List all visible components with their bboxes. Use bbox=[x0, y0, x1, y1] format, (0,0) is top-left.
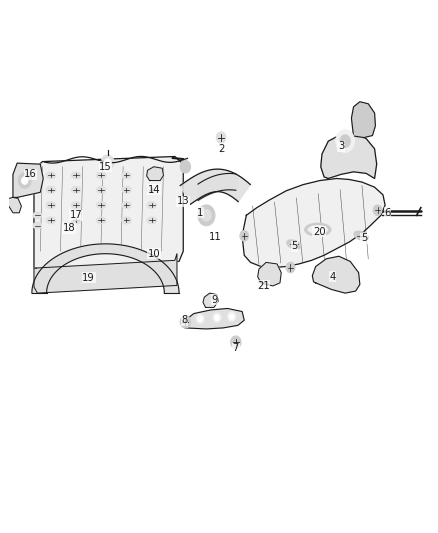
Polygon shape bbox=[13, 163, 43, 197]
Circle shape bbox=[336, 130, 354, 152]
Text: 7: 7 bbox=[233, 343, 239, 353]
Text: 16: 16 bbox=[24, 169, 37, 180]
Polygon shape bbox=[147, 167, 163, 181]
Ellipse shape bbox=[71, 217, 81, 224]
Text: 9: 9 bbox=[212, 295, 218, 305]
Ellipse shape bbox=[354, 231, 368, 240]
Ellipse shape bbox=[147, 172, 156, 179]
Polygon shape bbox=[258, 262, 281, 286]
Text: 5: 5 bbox=[292, 241, 298, 251]
Text: 10: 10 bbox=[148, 249, 160, 259]
Circle shape bbox=[230, 314, 234, 319]
Ellipse shape bbox=[97, 187, 106, 193]
Polygon shape bbox=[32, 244, 179, 293]
Polygon shape bbox=[351, 102, 375, 138]
Ellipse shape bbox=[147, 202, 156, 208]
Text: 19: 19 bbox=[82, 273, 95, 283]
Ellipse shape bbox=[33, 222, 42, 229]
Ellipse shape bbox=[122, 187, 131, 193]
Ellipse shape bbox=[33, 212, 42, 219]
Circle shape bbox=[373, 205, 382, 215]
Ellipse shape bbox=[122, 217, 131, 224]
Polygon shape bbox=[321, 133, 377, 179]
Ellipse shape bbox=[97, 217, 106, 224]
Ellipse shape bbox=[122, 202, 131, 208]
Circle shape bbox=[180, 316, 191, 328]
Polygon shape bbox=[34, 157, 183, 269]
Text: 20: 20 bbox=[313, 227, 325, 237]
Ellipse shape bbox=[46, 217, 56, 224]
Circle shape bbox=[101, 155, 114, 171]
Ellipse shape bbox=[71, 202, 81, 208]
Circle shape bbox=[180, 160, 191, 173]
Text: 3: 3 bbox=[338, 141, 344, 151]
Circle shape bbox=[213, 313, 221, 322]
Circle shape bbox=[18, 173, 31, 188]
Ellipse shape bbox=[122, 172, 131, 179]
Ellipse shape bbox=[46, 172, 56, 179]
Text: 13: 13 bbox=[177, 196, 190, 206]
Text: 8: 8 bbox=[181, 315, 187, 325]
Ellipse shape bbox=[46, 202, 56, 208]
Ellipse shape bbox=[97, 202, 106, 208]
Text: 5: 5 bbox=[361, 233, 367, 244]
Text: 11: 11 bbox=[208, 232, 221, 242]
Circle shape bbox=[340, 135, 350, 147]
Text: 21: 21 bbox=[257, 281, 269, 291]
Polygon shape bbox=[34, 254, 177, 293]
Polygon shape bbox=[203, 293, 218, 308]
Ellipse shape bbox=[308, 226, 327, 233]
Circle shape bbox=[215, 315, 219, 320]
Circle shape bbox=[231, 336, 241, 349]
Text: 15: 15 bbox=[99, 161, 112, 172]
Ellipse shape bbox=[71, 172, 81, 179]
Circle shape bbox=[228, 312, 235, 321]
Polygon shape bbox=[312, 256, 360, 293]
Text: 4: 4 bbox=[329, 272, 336, 282]
Text: 6: 6 bbox=[384, 208, 390, 218]
Polygon shape bbox=[183, 309, 244, 329]
Text: 1: 1 bbox=[197, 208, 203, 218]
Text: 14: 14 bbox=[148, 185, 160, 195]
Ellipse shape bbox=[147, 217, 156, 224]
Text: 18: 18 bbox=[63, 223, 75, 233]
Circle shape bbox=[105, 159, 110, 166]
Polygon shape bbox=[180, 169, 250, 204]
Ellipse shape bbox=[305, 223, 331, 236]
Circle shape bbox=[198, 316, 202, 321]
Text: 2: 2 bbox=[218, 144, 224, 154]
Ellipse shape bbox=[71, 187, 81, 193]
Circle shape bbox=[198, 205, 215, 225]
Ellipse shape bbox=[46, 187, 56, 193]
Circle shape bbox=[216, 132, 226, 143]
Circle shape bbox=[240, 231, 248, 241]
Polygon shape bbox=[242, 179, 385, 268]
Text: 17: 17 bbox=[70, 211, 82, 220]
Circle shape bbox=[196, 314, 204, 324]
Ellipse shape bbox=[97, 172, 106, 179]
Ellipse shape bbox=[147, 187, 156, 193]
Polygon shape bbox=[7, 197, 21, 213]
Circle shape bbox=[202, 209, 211, 221]
Circle shape bbox=[22, 177, 28, 184]
Circle shape bbox=[286, 262, 295, 273]
Ellipse shape bbox=[287, 240, 301, 249]
